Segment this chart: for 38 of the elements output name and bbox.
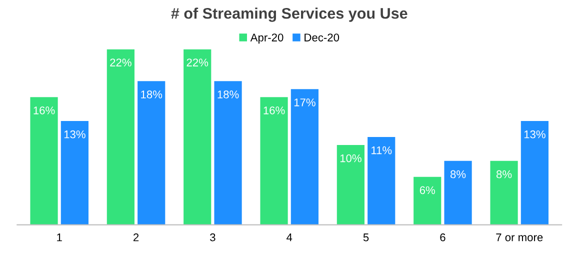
- bar: [138, 81, 166, 225]
- data-label: 22%: [186, 58, 208, 66]
- bar: [290, 89, 318, 225]
- data-label: 8%: [450, 170, 466, 178]
- data-label: 22%: [110, 58, 132, 66]
- bar: [184, 49, 212, 225]
- x-tick-label: 7 or more: [496, 234, 543, 242]
- data-label: 18%: [141, 90, 162, 98]
- data-label: 6%: [420, 186, 436, 194]
- bar: [260, 97, 288, 225]
- bar: [60, 121, 88, 225]
- x-tick-label: 2: [133, 233, 139, 242]
- data-label: 10%: [340, 154, 362, 162]
- data-label: 18%: [218, 90, 239, 98]
- bar: [336, 144, 364, 225]
- chart-title: # of Streaming Services you Use: [171, 8, 408, 22]
- x-tick-label: 6: [440, 233, 446, 242]
- bar: [368, 136, 396, 225]
- data-label: 13%: [524, 130, 546, 138]
- bar: [490, 160, 518, 225]
- x-tick-label: 3: [210, 233, 216, 242]
- legend-label: Apr-20: [250, 34, 284, 44]
- bar: [106, 49, 134, 225]
- data-label: 11%: [372, 146, 392, 154]
- data-label: 17%: [294, 98, 316, 106]
- bar: [214, 81, 242, 225]
- bar: [414, 176, 442, 225]
- data-label: 16%: [34, 106, 55, 114]
- bar: [444, 160, 472, 225]
- data-label: 13%: [64, 130, 86, 138]
- data-label: 8%: [496, 170, 512, 178]
- bar: [30, 97, 58, 225]
- bar: [520, 121, 549, 225]
- x-tick-label: 4: [286, 234, 292, 242]
- legend-label: Dec-20: [304, 34, 340, 42]
- x-tick-label: 1: [57, 234, 62, 242]
- data-label: 16%: [264, 106, 285, 114]
- x-tick-label: 5: [363, 234, 369, 242]
